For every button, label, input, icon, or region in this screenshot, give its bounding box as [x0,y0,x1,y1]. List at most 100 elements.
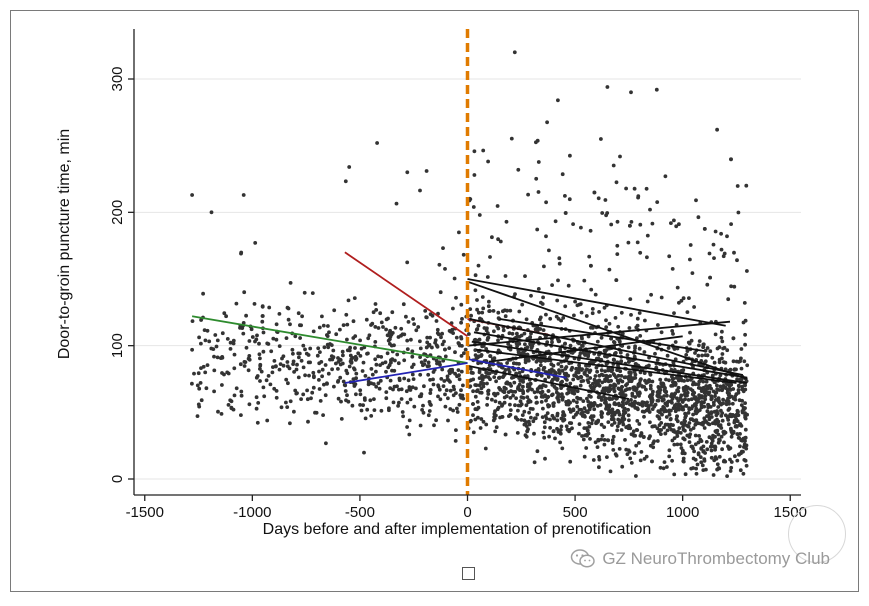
trend-line [467,278,726,327]
data-point [619,428,624,432]
data-point [281,363,286,368]
data-point [494,425,499,430]
data-point [743,458,748,463]
data-point [390,357,395,361]
data-point [725,474,729,478]
data-point [485,275,490,279]
data-point [657,423,662,427]
data-point [460,344,464,348]
data-point [636,194,641,199]
data-point [402,376,407,381]
data-point [680,407,685,412]
data-point [477,376,482,380]
data-point [591,414,596,419]
data-point [475,307,479,312]
data-point [199,398,204,403]
data-point [381,325,385,329]
trend-line [473,331,748,379]
data-point [293,334,298,339]
data-point [628,297,633,301]
data-point [204,386,209,391]
data-point [359,346,364,351]
data-point [719,408,723,413]
data-point [615,428,620,433]
data-point [566,373,571,378]
data-point [676,429,680,434]
data-point [681,424,685,429]
data-point [720,329,724,334]
data-point [743,332,747,337]
data-point [694,421,698,426]
data-point [535,400,539,405]
data-point [688,417,693,422]
data-point [481,419,486,424]
data-point [605,455,609,459]
data-point [284,336,289,340]
data-point [510,331,515,336]
data-point [344,312,349,317]
data-point [663,422,668,427]
data-point [705,447,710,452]
data-point [663,174,668,179]
data-point [459,388,463,393]
data-point [310,291,315,295]
trend-line [488,335,683,363]
data-point [726,297,731,302]
data-point [535,227,540,232]
data-point [578,383,583,388]
data-point [405,347,410,351]
data-point [220,355,225,360]
data-point [378,378,383,383]
data-point [545,340,550,344]
data-point [568,410,573,414]
data-point [427,342,432,347]
data-point [610,414,615,419]
data-point [610,423,614,427]
data-point [634,474,638,478]
data-point [508,396,513,400]
data-point [517,362,521,366]
data-point [619,359,624,364]
data-point [284,400,288,405]
data-point [615,219,620,224]
data-point [390,368,394,373]
data-point [589,263,593,268]
data-point [560,397,565,402]
data-point [473,273,478,278]
data-point [558,440,562,445]
data-point [399,387,404,392]
data-point [633,405,638,410]
data-point [239,250,244,255]
checkbox-icon[interactable] [462,567,475,580]
data-point [729,222,733,227]
data-point [701,345,706,349]
data-point [252,302,257,306]
data-point [739,366,744,371]
data-point [702,416,707,421]
data-point [452,276,457,281]
data-point [515,431,520,435]
data-point [605,211,610,215]
data-point [352,296,357,300]
data-point [262,394,267,399]
data-point [339,399,343,404]
data-point [426,360,431,365]
data-point [425,335,430,340]
data-point [619,403,624,408]
data-point [219,412,224,416]
data-point [377,386,382,391]
data-point [535,138,540,143]
data-point [457,230,461,235]
data-point [284,377,289,382]
data-point [531,419,536,424]
data-point [662,406,667,411]
data-point [390,310,395,315]
data-point [497,400,502,405]
data-point [659,295,664,300]
data-point [526,192,530,197]
data-point [484,422,489,427]
data-point [405,170,410,175]
data-point [731,336,736,341]
data-point [500,402,505,407]
data-point [582,454,587,459]
